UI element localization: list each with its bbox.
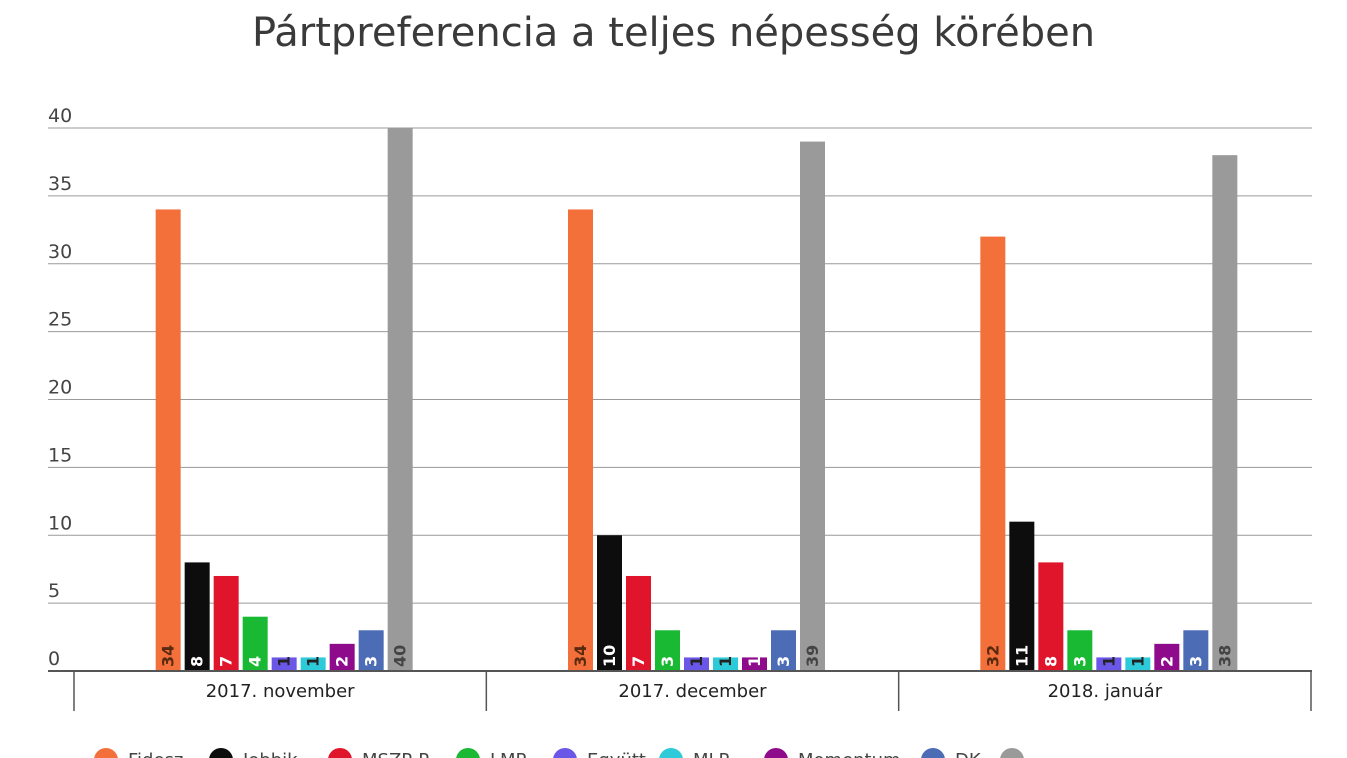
- data-label: 1: [275, 656, 294, 667]
- legend-marker: [1000, 748, 1024, 758]
- data-label: 1: [716, 656, 735, 667]
- data-label: 1: [745, 656, 764, 667]
- bar: [1096, 657, 1122, 671]
- bar: [242, 616, 268, 671]
- y-tick-label: 30: [48, 241, 72, 263]
- x-tick-label: 2017. december: [618, 681, 767, 702]
- legend-label: Fidesz: [128, 750, 183, 758]
- legend-marker: [328, 748, 352, 758]
- data-label: 7: [217, 656, 236, 667]
- data-label: 40: [391, 645, 410, 667]
- bar: [213, 575, 239, 671]
- data-label: 1: [304, 656, 323, 667]
- legend-marker: [553, 748, 577, 758]
- bar: [597, 535, 622, 671]
- legend-label: MSZP-P: [362, 750, 429, 758]
- y-tick-label: 35: [48, 173, 72, 195]
- bar: [980, 236, 1006, 671]
- legend-marker: [921, 748, 945, 758]
- bar: [655, 630, 680, 671]
- chart-title: Pártpreferencia a teljes népesség körébe…: [251, 10, 1096, 56]
- bar: [329, 643, 355, 671]
- bar: [184, 562, 210, 671]
- bar: [742, 657, 767, 671]
- y-tick-label: 0: [48, 648, 60, 670]
- legend-marker: [456, 748, 480, 758]
- x-axis: 2017. november 2017. december 2018. január: [48, 670, 1312, 711]
- data-label: 1: [1099, 656, 1118, 667]
- y-tick-label: 25: [48, 309, 72, 331]
- x-tick-label: 2017. november: [206, 681, 355, 702]
- y-tick-label: 5: [48, 580, 60, 602]
- y-tick-label: 10: [48, 512, 72, 534]
- bar: [713, 657, 738, 671]
- bars: 34 8 7 4 1 1 2 3 40 34 10 7 3 1 1 1 3 39 32 11 8 3 1 1 2 3 38: [155, 128, 1238, 671]
- data-label: 8: [1041, 656, 1060, 667]
- bar: [568, 209, 593, 671]
- bar: [1183, 630, 1209, 671]
- data-label: 1: [1128, 656, 1147, 667]
- bar: [1067, 630, 1093, 671]
- legend-marker: [659, 748, 683, 758]
- data-label: 38: [1215, 645, 1234, 667]
- bar: [1154, 643, 1180, 671]
- data-label: 1: [687, 656, 706, 667]
- data-label: 34: [159, 645, 178, 667]
- legend-label: DK: [955, 750, 982, 758]
- x-tick-label: 2018. január: [1048, 681, 1163, 702]
- legend-label: Együtt: [587, 750, 646, 758]
- gridlines: [48, 127, 1312, 604]
- bar: [387, 128, 413, 671]
- bar: [358, 630, 384, 671]
- legend: Fidesz Jobbik MSZP-P LMP Együtt MLP Momentum DK: [94, 748, 1024, 758]
- bar: [155, 209, 181, 671]
- data-label: 2: [333, 656, 352, 667]
- legend-marker: [209, 748, 233, 758]
- data-label: 10: [600, 645, 619, 667]
- legend-marker: [94, 748, 118, 758]
- data-label: 11: [1012, 645, 1031, 667]
- legend-label: Momentum: [798, 750, 901, 758]
- data-label: 4: [246, 656, 265, 667]
- bar: [1009, 521, 1035, 671]
- y-tick-label: 15: [48, 444, 72, 466]
- data-label: 3: [362, 656, 381, 667]
- bar: [300, 657, 326, 671]
- data-label: 8: [188, 656, 207, 667]
- legend-label: MLP: [693, 750, 730, 758]
- bar: [626, 575, 651, 671]
- y-tick-label: 40: [48, 105, 72, 127]
- bar: [1125, 657, 1151, 671]
- y-axis: 0 5 10 15 20 25 30 35 40: [48, 105, 72, 670]
- legend-label: Jobbik: [242, 750, 298, 758]
- bar: [800, 141, 825, 671]
- data-label: 7: [629, 656, 648, 667]
- data-label: 34: [571, 645, 590, 667]
- bar: [1212, 155, 1238, 671]
- bar: [271, 657, 297, 671]
- data-label: 3: [1070, 656, 1089, 667]
- legend-marker: [764, 748, 788, 758]
- data-label: 39: [803, 645, 822, 667]
- bar: [771, 630, 796, 671]
- legend-label: LMP: [490, 750, 527, 758]
- bar: [1038, 562, 1064, 671]
- data-label: 3: [774, 656, 793, 667]
- bar: [684, 657, 709, 671]
- data-label: 2: [1157, 656, 1176, 667]
- y-tick-label: 20: [48, 377, 72, 399]
- data-label: 32: [983, 645, 1002, 667]
- data-label: 3: [1186, 656, 1205, 667]
- data-label: 3: [658, 656, 677, 667]
